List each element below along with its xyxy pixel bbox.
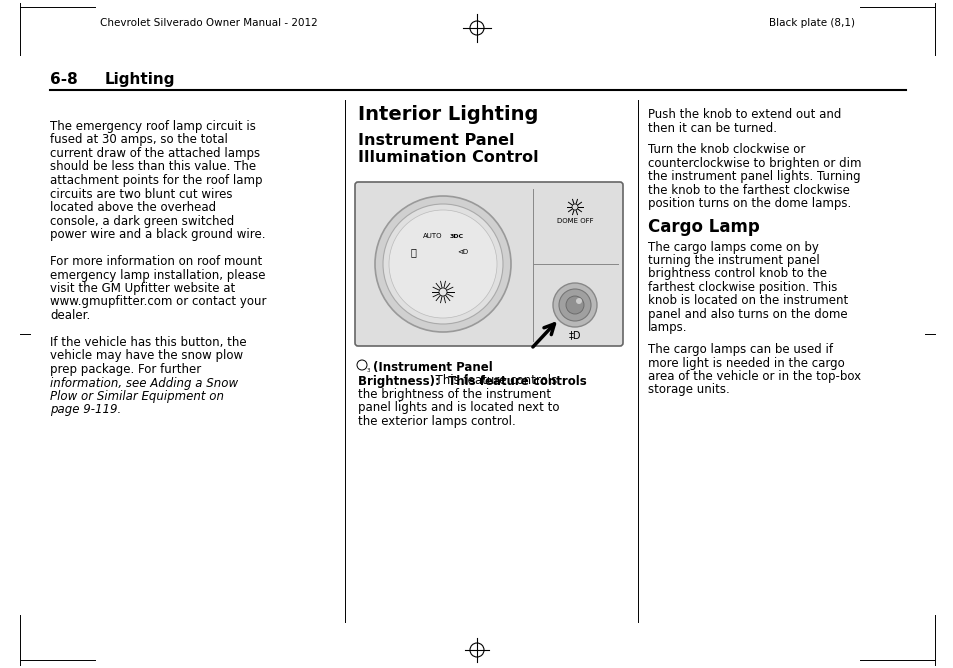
Text: page 9-119.: page 9-119. — [50, 403, 121, 417]
Text: should be less than this value. The: should be less than this value. The — [50, 160, 255, 174]
Text: console, a dark green switched: console, a dark green switched — [50, 214, 234, 228]
Text: Lighting: Lighting — [105, 72, 175, 87]
Text: Black plate (8,1): Black plate (8,1) — [768, 18, 854, 28]
Circle shape — [565, 296, 583, 314]
Text: then it can be turned.: then it can be turned. — [647, 122, 776, 134]
Text: www.gmupfitter.com or contact your: www.gmupfitter.com or contact your — [50, 295, 266, 309]
Text: Turn the knob clockwise or: Turn the knob clockwise or — [647, 143, 804, 156]
FancyBboxPatch shape — [355, 182, 622, 346]
Text: counterclockwise to brighten or dim: counterclockwise to brighten or dim — [647, 156, 861, 170]
Circle shape — [356, 360, 367, 370]
Circle shape — [438, 288, 447, 296]
Text: 6-8: 6-8 — [50, 72, 77, 87]
Text: more light is needed in the cargo: more light is needed in the cargo — [647, 357, 843, 369]
Text: attachment points for the roof lamp: attachment points for the roof lamp — [50, 174, 262, 187]
Text: the instrument panel lights. Turning: the instrument panel lights. Turning — [647, 170, 860, 183]
Text: 3: 3 — [367, 369, 370, 373]
Text: position turns on the dome lamps.: position turns on the dome lamps. — [647, 197, 850, 210]
Text: the knob to the farthest clockwise: the knob to the farthest clockwise — [647, 184, 849, 196]
Text: Interior Lighting: Interior Lighting — [357, 105, 537, 124]
Circle shape — [576, 298, 581, 304]
Text: located above the overhead: located above the overhead — [50, 201, 216, 214]
Text: Brightness):  This feature controls: Brightness): This feature controls — [357, 375, 586, 387]
Text: panel and also turns on the dome: panel and also turns on the dome — [647, 308, 846, 321]
Text: lamps.: lamps. — [647, 321, 687, 335]
Text: dealer.: dealer. — [50, 309, 91, 322]
Text: Chevrolet Silverado Owner Manual - 2012: Chevrolet Silverado Owner Manual - 2012 — [100, 18, 317, 28]
Text: turning the instrument panel: turning the instrument panel — [647, 254, 819, 267]
Text: the brightness of the instrument: the brightness of the instrument — [357, 388, 551, 401]
Circle shape — [558, 289, 590, 321]
Text: The cargo lamps can be used if: The cargo lamps can be used if — [647, 343, 832, 356]
Circle shape — [375, 196, 511, 332]
Text: 3DC: 3DC — [450, 234, 463, 238]
Text: vehicle may have the snow plow: vehicle may have the snow plow — [50, 349, 243, 363]
Text: For more information on roof mount: For more information on roof mount — [50, 255, 262, 268]
Text: fused at 30 amps, so the total: fused at 30 amps, so the total — [50, 134, 228, 146]
Text: Instrument Panel: Instrument Panel — [357, 133, 514, 148]
Text: Cargo Lamp: Cargo Lamp — [647, 218, 759, 236]
Text: the exterior lamps control.: the exterior lamps control. — [357, 415, 516, 428]
Text: prep package. For further: prep package. For further — [50, 363, 201, 376]
Text: current draw of the attached lamps: current draw of the attached lamps — [50, 147, 260, 160]
Circle shape — [389, 210, 497, 318]
Text: This feature controls: This feature controls — [428, 375, 557, 387]
Text: knob is located on the instrument: knob is located on the instrument — [647, 295, 847, 307]
Circle shape — [572, 204, 578, 210]
Text: storage units.: storage units. — [647, 383, 729, 397]
Text: If the vehicle has this button, the: If the vehicle has this button, the — [50, 336, 247, 349]
Text: The cargo lamps come on by: The cargo lamps come on by — [647, 240, 818, 253]
Text: (Instrument Panel: (Instrument Panel — [373, 361, 493, 374]
Text: circuits are two blunt cut wires: circuits are two blunt cut wires — [50, 188, 233, 200]
Circle shape — [553, 283, 597, 327]
Circle shape — [382, 204, 502, 324]
Text: power wire and a black ground wire.: power wire and a black ground wire. — [50, 228, 265, 241]
Text: ⏻: ⏻ — [410, 247, 416, 257]
Text: DOME OFF: DOME OFF — [557, 218, 593, 224]
Text: area of the vehicle or in the top-box: area of the vehicle or in the top-box — [647, 370, 861, 383]
Text: farthest clockwise position. This: farthest clockwise position. This — [647, 281, 837, 294]
Text: emergency lamp installation, please: emergency lamp installation, please — [50, 269, 265, 281]
Text: Push the knob to extend out and: Push the knob to extend out and — [647, 108, 841, 121]
Text: information, see Adding a Snow: information, see Adding a Snow — [50, 377, 238, 389]
Text: Plow or Similar Equipment on: Plow or Similar Equipment on — [50, 390, 224, 403]
Text: Illumination Control: Illumination Control — [357, 150, 538, 165]
Text: panel lights and is located next to: panel lights and is located next to — [357, 401, 558, 415]
Text: ‡D: ‡D — [568, 330, 580, 340]
Text: visit the GM Upfitter website at: visit the GM Upfitter website at — [50, 282, 235, 295]
Text: brightness control knob to the: brightness control knob to the — [647, 267, 826, 281]
Text: ⊲D: ⊲D — [456, 249, 468, 255]
Text: The emergency roof lamp circuit is: The emergency roof lamp circuit is — [50, 120, 255, 133]
Text: AUTO: AUTO — [423, 233, 442, 239]
